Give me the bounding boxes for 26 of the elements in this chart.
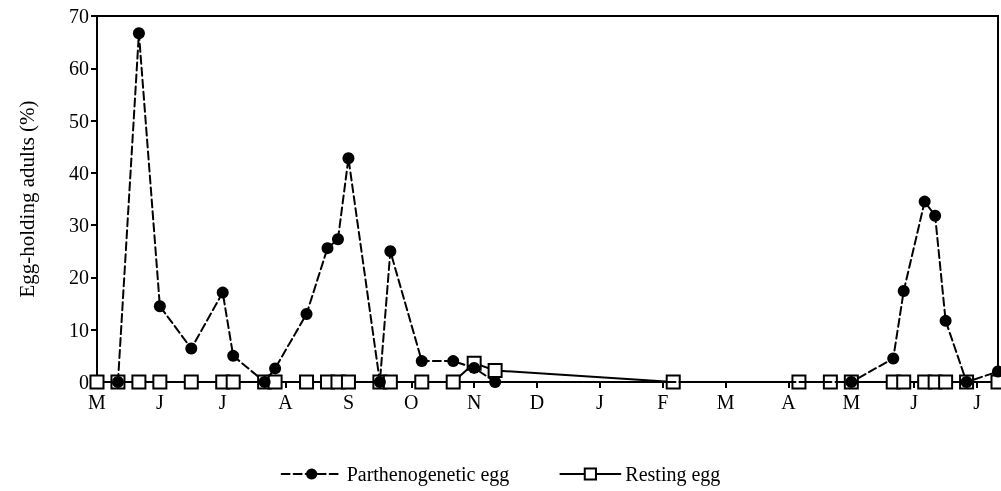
- legend-label: Resting egg: [625, 463, 721, 486]
- y-tick-label: 30: [69, 214, 89, 237]
- x-tick-label: M: [88, 391, 107, 413]
- x-tick-label: J: [910, 391, 919, 413]
- x-tick-label: M: [716, 391, 735, 413]
- legend-label: Parthenogenetic egg: [346, 463, 510, 486]
- y-tick-label: 40: [69, 161, 89, 184]
- y-tick-label: 60: [69, 57, 89, 80]
- x-tick-label: S: [342, 391, 354, 413]
- x-tick-label: M: [842, 391, 861, 413]
- x-tick-label: J: [595, 391, 604, 413]
- y-tick-label: 10: [69, 318, 89, 341]
- x-tick-label: J: [218, 391, 227, 413]
- x-tick-label: A: [278, 391, 294, 413]
- y-tick-label: 0: [79, 371, 89, 393]
- x-tick-label: D: [529, 391, 545, 413]
- x-tick-label: F: [657, 391, 669, 413]
- y-tick-label: 20: [69, 266, 89, 289]
- x-tick-label: O: [404, 391, 419, 413]
- x-tick-label: J: [155, 391, 164, 413]
- y-tick-label: 70: [69, 5, 89, 27]
- x-tick-label: J: [973, 391, 982, 413]
- x-tick-label: A: [781, 391, 797, 413]
- y-axis-title: Egg-holding adults (%): [14, 100, 39, 298]
- y-tick-label: 50: [69, 109, 89, 132]
- x-tick-label: N: [466, 391, 482, 413]
